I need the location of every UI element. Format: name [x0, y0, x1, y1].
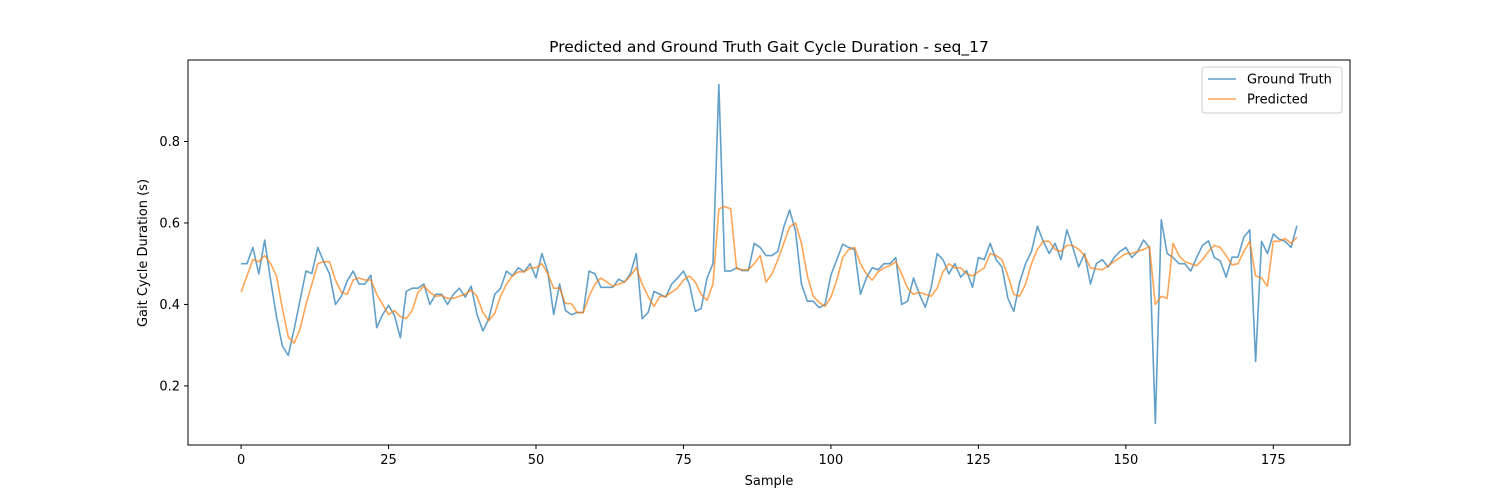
legend-label: Predicted	[1247, 93, 1308, 108]
plot-area: 0 25 50 75 100 125 150 175 0.2 0.4 0.6 0.8	[159, 59, 1351, 468]
legend-label: Ground Truth	[1247, 73, 1332, 88]
series-line-predicted	[240, 205, 1298, 344]
legend: Ground Truth Predicted	[1201, 66, 1343, 114]
x-tick-label: 0	[237, 453, 245, 468]
plot-frame	[187, 59, 1351, 446]
x-tick-label: 100	[819, 453, 844, 468]
legend-box	[1201, 66, 1343, 114]
y-tick-label: 0.6	[159, 216, 180, 231]
x-tick-label: 25	[380, 453, 397, 468]
x-axis-title: Sample	[745, 474, 794, 489]
y-tick-label: 0.4	[159, 298, 180, 313]
x-tick-label: 150	[1113, 453, 1138, 468]
x-tick-label: 50	[528, 453, 545, 468]
y-tick-label: 0.8	[159, 135, 180, 150]
x-tick-label: 175	[1261, 453, 1286, 468]
chart-title: Predicted and Ground Truth Gait Cycle Du…	[549, 38, 989, 57]
x-tick-label: 75	[675, 453, 692, 468]
series-line-ground-truth	[241, 83, 1298, 425]
x-tick-label: 125	[966, 453, 991, 468]
y-axis-title: Gait Cycle Duration (s)	[136, 179, 151, 327]
y-tick-label: 0.2	[159, 379, 180, 394]
